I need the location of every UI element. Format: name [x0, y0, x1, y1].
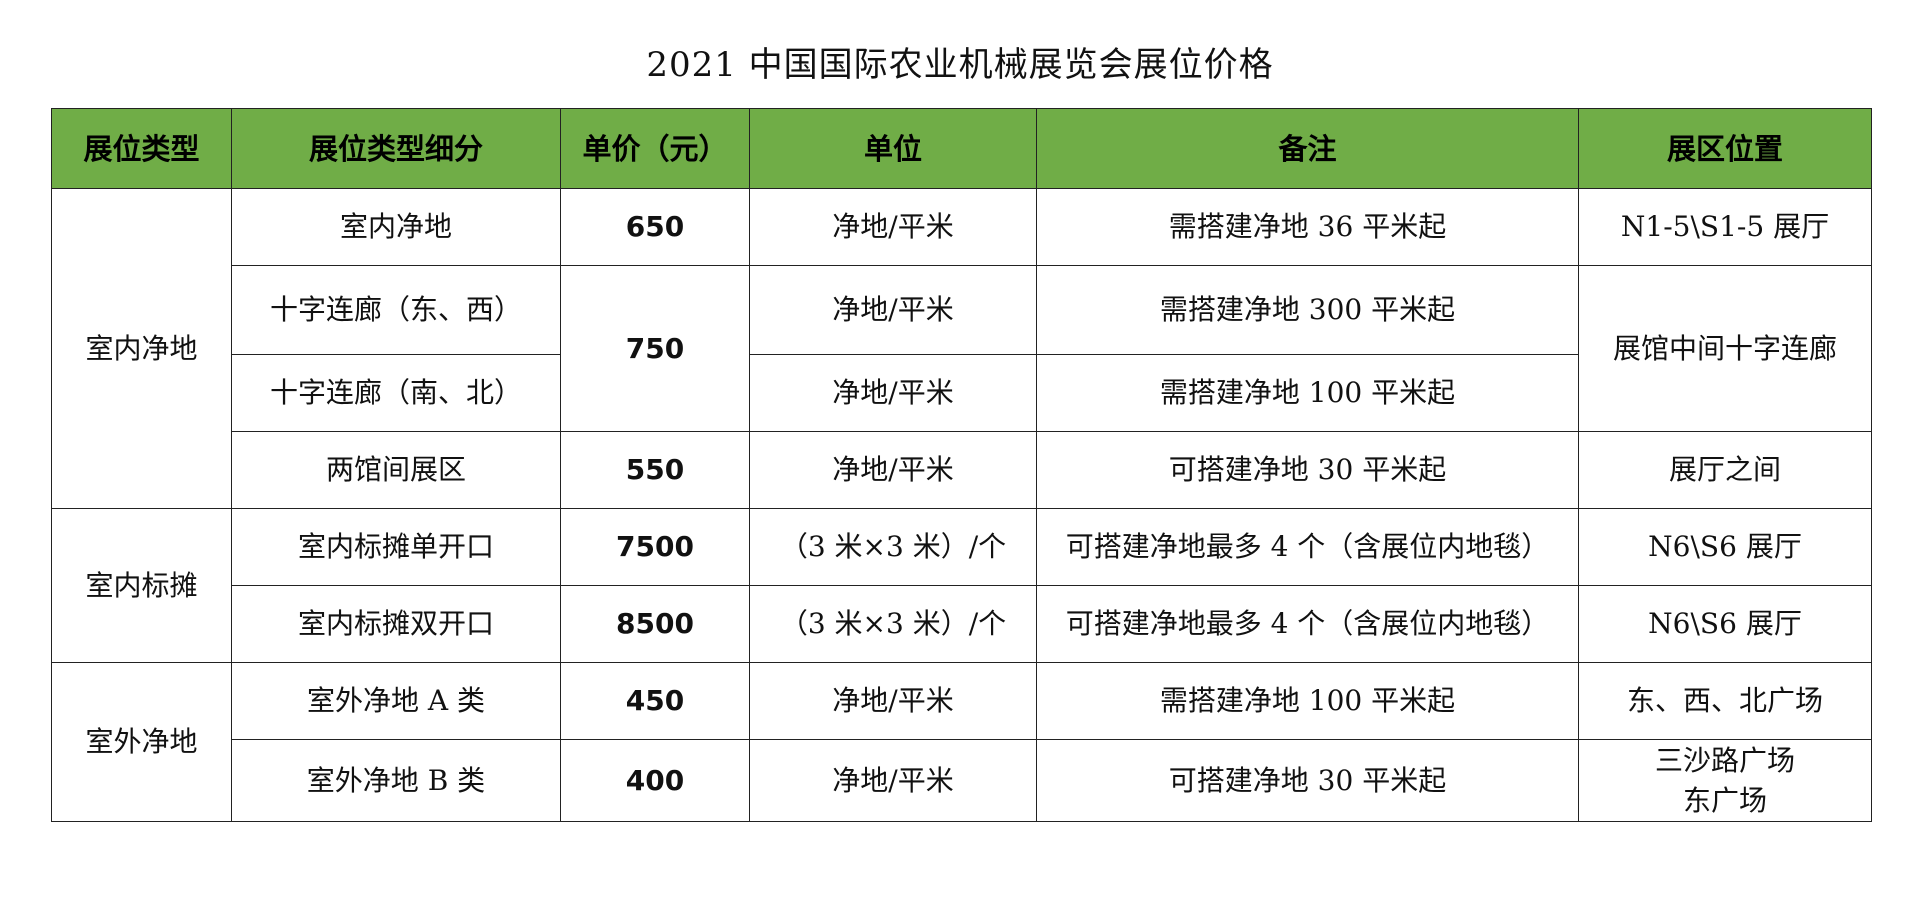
table-row: 室内标摊 室内标摊单开口 7500 （3 米×3 米）/个 可搭建净地最多 4 … — [51, 508, 1872, 663]
remark-cell: 可搭建净地 30 平米起 — [1036, 739, 1579, 822]
location-line: 东广场 — [1682, 783, 1767, 817]
location-cell: 东、西、北广场 — [1578, 662, 1872, 740]
location-cell: N1-5\S1-5 展厅 — [1578, 188, 1872, 266]
remark-cell: 可搭建净地 30 平米起 — [1036, 431, 1579, 509]
unit-cell: 净地/平米 — [749, 188, 1037, 266]
location-cell: 展馆中间十字连廊 — [1578, 265, 1872, 432]
remark-cell: 需搭建净地 100 平米起 — [1036, 354, 1579, 432]
price-cell: 750 — [560, 265, 750, 432]
price-cell: 450 — [560, 662, 750, 740]
remark-cell: 可搭建净地最多 4 个（含展位内地毯） — [1036, 508, 1579, 586]
location-cell: 三沙路广场 东广场 — [1578, 739, 1872, 822]
unit-cell: 净地/平米 — [749, 739, 1037, 822]
subtype-cell: 室外净地 A 类 — [231, 662, 561, 740]
remark-cell: 需搭建净地 36 平米起 — [1036, 188, 1579, 266]
table-row: 室外净地 B 类 400 净地/平米 可搭建净地 30 平米起 三沙路广场 东广… — [52, 739, 1872, 822]
location-line: 三沙路广场 — [1654, 743, 1795, 777]
table-row: 两馆间展区 550 净地/平米 可搭建净地 30 平米起 展厅之间 — [52, 431, 1872, 509]
table-row: 室内标摊双开口 8500 （3 米×3 米）/个 可搭建净地最多 4 个（含展位… — [52, 585, 1872, 663]
price-table: 展位类型 展位类型细分 单价（元） 单位 备注 展区位置 室内净地 室内净地 6… — [51, 108, 1872, 822]
unit-cell: 净地/平米 — [749, 431, 1037, 509]
header-unit-price: 单价（元） — [560, 108, 750, 189]
subtype-cell: 室内标摊单开口 — [231, 508, 561, 586]
unit-cell: （3 米×3 米）/个 — [749, 508, 1037, 586]
table-row: 室外净地 室外净地 A 类 450 净地/平米 需搭建净地 100 平米起 东、… — [51, 662, 1872, 822]
table-row: 十字连廊（南、北） 净地/平米 需搭建净地 100 平米起 — [52, 354, 1872, 432]
price-cell: 550 — [560, 431, 750, 509]
location-cell: 展厅之间 — [1578, 431, 1872, 509]
remark-cell: 需搭建净地 100 平米起 — [1036, 662, 1579, 740]
subtype-cell: 十字连廊（东、西） — [231, 265, 561, 355]
remark-cell: 可搭建净地最多 4 个（含展位内地毯） — [1036, 585, 1579, 663]
subtype-cell: 十字连廊（南、北） — [231, 354, 561, 432]
header-remarks: 备注 — [1036, 108, 1579, 189]
subtype-cell: 室外净地 B 类 — [231, 739, 561, 822]
header-booth-subtype: 展位类型细分 — [231, 108, 561, 189]
price-cell: 650 — [560, 188, 750, 266]
table-row: 十字连廊（东、西） 750 净地/平米 需搭建净地 300 平米起 展馆中间十字… — [52, 265, 1872, 432]
header-booth-type: 展位类型 — [51, 108, 232, 189]
unit-cell: 净地/平米 — [749, 662, 1037, 740]
subtype-cell: 两馆间展区 — [231, 431, 561, 509]
unit-cell: 净地/平米 — [749, 354, 1037, 432]
location-cell: N6\S6 展厅 — [1578, 585, 1872, 663]
remark-cell: 需搭建净地 300 平米起 — [1036, 265, 1579, 355]
table-row: 室内净地 室内净地 650 净地/平米 需搭建净地 36 平米起 N1-5\S1… — [51, 188, 1872, 509]
header-unit: 单位 — [749, 108, 1037, 189]
subtype-cell: 室内标摊双开口 — [231, 585, 561, 663]
header-row: 展位类型 展位类型细分 单价（元） 单位 备注 展区位置 — [51, 108, 1872, 189]
booth-type-cell: 室内标摊 — [51, 508, 232, 663]
price-cell: 400 — [560, 739, 750, 822]
booth-type-cell: 室外净地 — [51, 662, 232, 822]
location-cell: N6\S6 展厅 — [1578, 508, 1872, 586]
price-cell: 8500 — [560, 585, 750, 663]
subtype-cell: 室内净地 — [231, 188, 561, 266]
header-location: 展区位置 — [1578, 108, 1872, 189]
unit-cell: 净地/平米 — [749, 265, 1037, 355]
price-cell: 7500 — [560, 508, 750, 586]
booth-type-cell: 室内净地 — [51, 188, 232, 509]
unit-cell: （3 米×3 米）/个 — [749, 585, 1037, 663]
page-title: 2021 中国国际农业机械展览会展位价格 — [646, 45, 1274, 85]
